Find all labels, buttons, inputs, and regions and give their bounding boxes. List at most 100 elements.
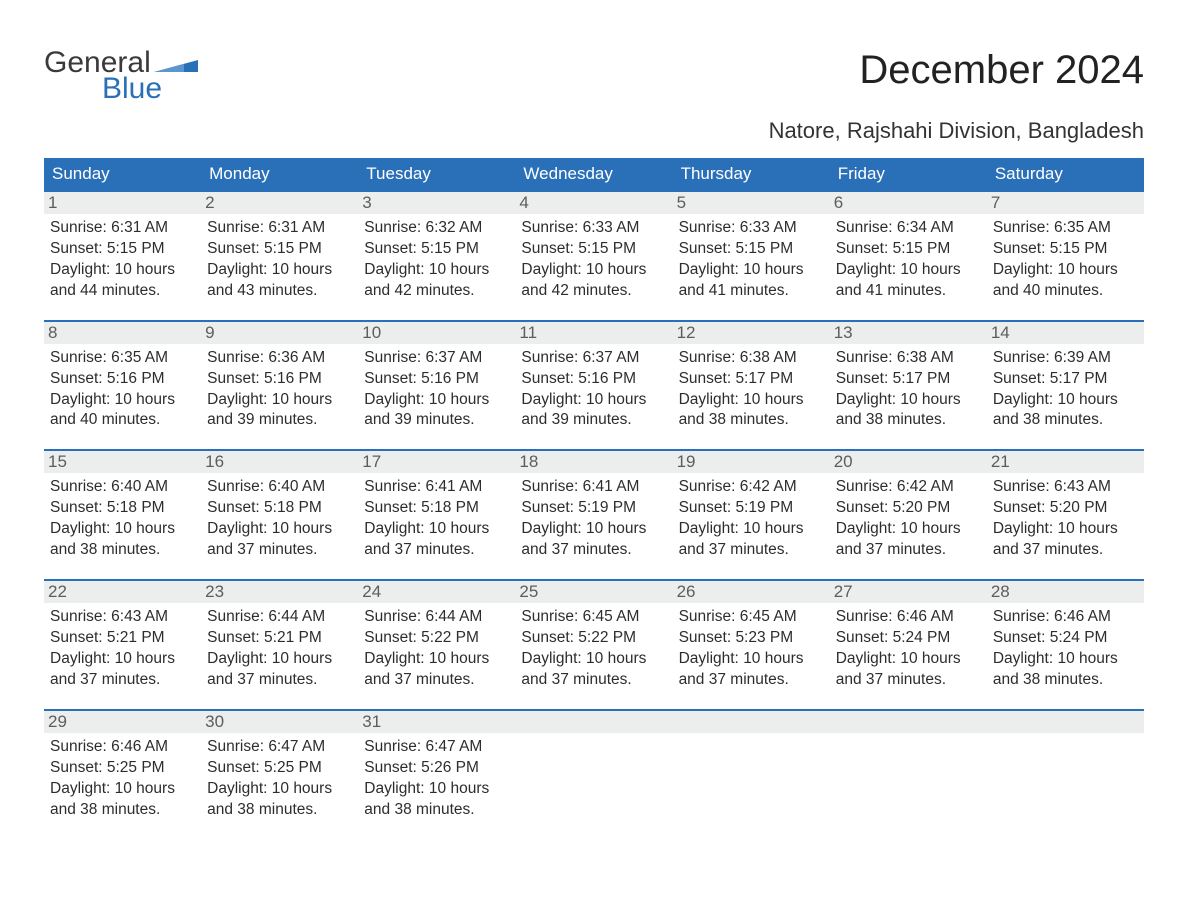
- sunset-label: Sunset:: [679, 629, 736, 646]
- daylight-line: Daylight: 10 hours and 37 minutes.: [679, 649, 824, 691]
- sunset-value: 5:26 PM: [421, 759, 479, 776]
- header: General Blue December 2024: [44, 48, 1144, 104]
- calendar-day-cell: 6Sunrise: 6:34 AMSunset: 5:15 PMDaylight…: [830, 191, 987, 321]
- day-details: Sunrise: 6:40 AMSunset: 5:18 PMDaylight:…: [50, 477, 195, 561]
- day-number: 16: [201, 451, 358, 473]
- weekday-saturday: Saturday: [987, 158, 1144, 191]
- sunrise-label: Sunrise:: [207, 349, 268, 366]
- day-number: 15: [44, 451, 201, 473]
- day-details: Sunrise: 6:33 AMSunset: 5:15 PMDaylight:…: [679, 218, 824, 302]
- day-number: 29: [44, 711, 201, 733]
- daylight-line: Daylight: 10 hours and 38 minutes.: [836, 390, 981, 432]
- calendar-day-cell: 24Sunrise: 6:44 AMSunset: 5:22 PMDayligh…: [358, 580, 515, 710]
- sunrise-label: Sunrise:: [364, 608, 425, 625]
- day-details: Sunrise: 6:47 AMSunset: 5:25 PMDaylight:…: [207, 737, 352, 821]
- sunset-label: Sunset:: [836, 240, 893, 257]
- sunrise-line: Sunrise: 6:41 AM: [364, 477, 509, 498]
- daylight-line: Daylight: 10 hours and 44 minutes.: [50, 260, 195, 302]
- sunrise-line: Sunrise: 6:33 AM: [679, 218, 824, 239]
- sunset-line: Sunset: 5:24 PM: [993, 628, 1138, 649]
- weekday-header-row: Sunday Monday Tuesday Wednesday Thursday…: [44, 158, 1144, 191]
- daylight-label: Daylight:: [993, 261, 1058, 278]
- day-number: 18: [515, 451, 672, 473]
- sunrise-value: 6:42 AM: [897, 478, 954, 495]
- sunset-line: Sunset: 5:15 PM: [364, 239, 509, 260]
- logo-text-blue: Blue: [102, 74, 198, 104]
- sunset-label: Sunset:: [993, 370, 1050, 387]
- sunrise-value: 6:32 AM: [425, 219, 482, 236]
- sunset-line: Sunset: 5:18 PM: [50, 498, 195, 519]
- calendar-day-cell: [515, 710, 672, 839]
- sunrise-value: 6:47 AM: [425, 738, 482, 755]
- calendar-week-row: 8Sunrise: 6:35 AMSunset: 5:16 PMDaylight…: [44, 321, 1144, 451]
- sunset-label: Sunset:: [679, 240, 736, 257]
- day-details: Sunrise: 6:45 AMSunset: 5:22 PMDaylight:…: [521, 607, 666, 691]
- day-details: Sunrise: 6:42 AMSunset: 5:19 PMDaylight:…: [679, 477, 824, 561]
- daylight-line: Daylight: 10 hours and 37 minutes.: [993, 519, 1138, 561]
- calendar-day-cell: 26Sunrise: 6:45 AMSunset: 5:23 PMDayligh…: [673, 580, 830, 710]
- daylight-label: Daylight:: [836, 391, 901, 408]
- sunrise-value: 6:42 AM: [740, 478, 797, 495]
- sunset-value: 5:16 PM: [578, 370, 636, 387]
- sunrise-label: Sunrise:: [207, 738, 268, 755]
- daylight-line: Daylight: 10 hours and 39 minutes.: [521, 390, 666, 432]
- daylight-label: Daylight:: [836, 520, 901, 537]
- day-number-empty: [515, 711, 672, 733]
- daylight-line: Daylight: 10 hours and 42 minutes.: [364, 260, 509, 302]
- daylight-label: Daylight:: [207, 520, 272, 537]
- daylight-line: Daylight: 10 hours and 37 minutes.: [679, 519, 824, 561]
- sunset-value: 5:18 PM: [421, 499, 479, 516]
- day-number: 20: [830, 451, 987, 473]
- sunrise-value: 6:44 AM: [425, 608, 482, 625]
- daylight-line: Daylight: 10 hours and 37 minutes.: [836, 649, 981, 691]
- daylight-label: Daylight:: [50, 261, 115, 278]
- day-number: 24: [358, 581, 515, 603]
- daylight-label: Daylight:: [521, 520, 586, 537]
- calendar-day-cell: 22Sunrise: 6:43 AMSunset: 5:21 PMDayligh…: [44, 580, 201, 710]
- sunrise-line: Sunrise: 6:47 AM: [364, 737, 509, 758]
- sunrise-line: Sunrise: 6:38 AM: [679, 348, 824, 369]
- sunrise-value: 6:43 AM: [1054, 478, 1111, 495]
- sunrise-label: Sunrise:: [364, 478, 425, 495]
- daylight-label: Daylight:: [364, 780, 429, 797]
- sunrise-line: Sunrise: 6:42 AM: [836, 477, 981, 498]
- sunset-label: Sunset:: [50, 629, 107, 646]
- sunset-line: Sunset: 5:22 PM: [521, 628, 666, 649]
- sunset-value: 5:16 PM: [421, 370, 479, 387]
- sunset-line: Sunset: 5:15 PM: [521, 239, 666, 260]
- sunrise-label: Sunrise:: [521, 478, 582, 495]
- sunrise-label: Sunrise:: [679, 349, 740, 366]
- day-details: Sunrise: 6:42 AMSunset: 5:20 PMDaylight:…: [836, 477, 981, 561]
- sunrise-line: Sunrise: 6:43 AM: [993, 477, 1138, 498]
- day-details: Sunrise: 6:46 AMSunset: 5:25 PMDaylight:…: [50, 737, 195, 821]
- sunset-label: Sunset:: [679, 370, 736, 387]
- daylight-label: Daylight:: [364, 650, 429, 667]
- calendar-day-cell: [830, 710, 987, 839]
- sunrise-value: 6:37 AM: [583, 349, 640, 366]
- day-details: Sunrise: 6:36 AMSunset: 5:16 PMDaylight:…: [207, 348, 352, 432]
- sunset-line: Sunset: 5:15 PM: [679, 239, 824, 260]
- day-details: Sunrise: 6:37 AMSunset: 5:16 PMDaylight:…: [521, 348, 666, 432]
- sunrise-value: 6:33 AM: [583, 219, 640, 236]
- daylight-label: Daylight:: [679, 520, 744, 537]
- daylight-line: Daylight: 10 hours and 37 minutes.: [207, 519, 352, 561]
- sunset-value: 5:25 PM: [264, 759, 322, 776]
- calendar-week-row: 22Sunrise: 6:43 AMSunset: 5:21 PMDayligh…: [44, 580, 1144, 710]
- sunset-line: Sunset: 5:17 PM: [836, 369, 981, 390]
- calendar-day-cell: 11Sunrise: 6:37 AMSunset: 5:16 PMDayligh…: [515, 321, 672, 451]
- daylight-label: Daylight:: [207, 261, 272, 278]
- sunrise-value: 6:31 AM: [111, 219, 168, 236]
- sunrise-label: Sunrise:: [993, 219, 1054, 236]
- calendar-day-cell: 9Sunrise: 6:36 AMSunset: 5:16 PMDaylight…: [201, 321, 358, 451]
- sunset-value: 5:22 PM: [421, 629, 479, 646]
- calendar-day-cell: 23Sunrise: 6:44 AMSunset: 5:21 PMDayligh…: [201, 580, 358, 710]
- daylight-line: Daylight: 10 hours and 41 minutes.: [679, 260, 824, 302]
- sunset-line: Sunset: 5:15 PM: [50, 239, 195, 260]
- day-details: Sunrise: 6:35 AMSunset: 5:16 PMDaylight:…: [50, 348, 195, 432]
- sunrise-label: Sunrise:: [207, 219, 268, 236]
- sunrise-value: 6:36 AM: [268, 349, 325, 366]
- sunset-value: 5:24 PM: [1050, 629, 1108, 646]
- daylight-label: Daylight:: [836, 650, 901, 667]
- sunrise-line: Sunrise: 6:36 AM: [207, 348, 352, 369]
- calendar-day-cell: 14Sunrise: 6:39 AMSunset: 5:17 PMDayligh…: [987, 321, 1144, 451]
